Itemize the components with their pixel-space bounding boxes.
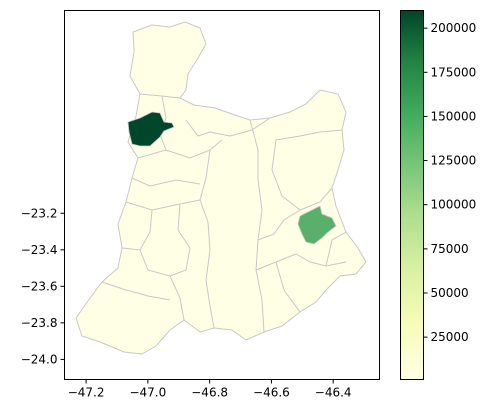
colorbar-tick-label: 75000	[431, 242, 469, 256]
northwest-dark-region	[127, 111, 175, 147]
colorbar-ticks: 25000 50000 75000 100000 125000 150000 175000 2…	[423, 21, 477, 344]
border-line	[121, 209, 153, 251]
y-axis-ticks: −23.2 −23.4 −23.6 −23.8 −24.0	[21, 206, 65, 366]
y-tick-label: −24.0	[21, 352, 58, 366]
colorbar-tick-label: 200000	[431, 21, 477, 35]
x-tick-label: −46.6	[253, 386, 290, 400]
y-tick-label: −23.6	[21, 279, 58, 293]
border-line	[185, 117, 271, 137]
colorbar	[400, 10, 424, 380]
border-line	[275, 129, 343, 141]
colorbar-tick-label: 175000	[431, 65, 477, 79]
y-tick-label: −23.4	[21, 243, 58, 257]
colorbar-tick-label: 150000	[431, 109, 477, 123]
x-tick-label: −47.0	[129, 386, 166, 400]
border-line	[249, 119, 265, 333]
colorbar-tick-label: 25000	[431, 330, 469, 344]
border-line	[169, 275, 185, 321]
east-medium-region	[297, 205, 337, 245]
map-regions	[75, 21, 367, 355]
territory-outline	[75, 21, 367, 355]
colorbar-tick-label: 50000	[431, 286, 469, 300]
border-line	[325, 231, 347, 267]
border-line	[177, 203, 191, 271]
border-line	[101, 281, 171, 301]
border-line	[257, 209, 301, 241]
colorbar-tick-label: 125000	[431, 154, 477, 168]
x-tick-label: −47.2	[68, 386, 105, 400]
y-tick-label: −23.8	[21, 316, 58, 330]
y-tick-label: −23.2	[21, 206, 58, 220]
municipal-borders	[101, 93, 347, 333]
colorbar-tick-label: 100000	[431, 198, 477, 212]
x-tick-label: −46.4	[315, 386, 352, 400]
x-tick-label: −46.8	[191, 386, 228, 400]
border-line	[125, 199, 201, 211]
border-line	[299, 187, 333, 211]
axes-frame	[64, 10, 380, 380]
border-line	[255, 253, 347, 271]
border-line	[275, 261, 301, 313]
border-line	[205, 221, 215, 329]
border-line	[137, 139, 223, 159]
border-line	[199, 149, 211, 223]
border-line	[271, 139, 301, 211]
border-line	[139, 249, 187, 277]
border-line	[131, 177, 201, 187]
x-axis-ticks: −47.2 −47.0 −46.8 −46.6 −46.4	[68, 379, 352, 400]
